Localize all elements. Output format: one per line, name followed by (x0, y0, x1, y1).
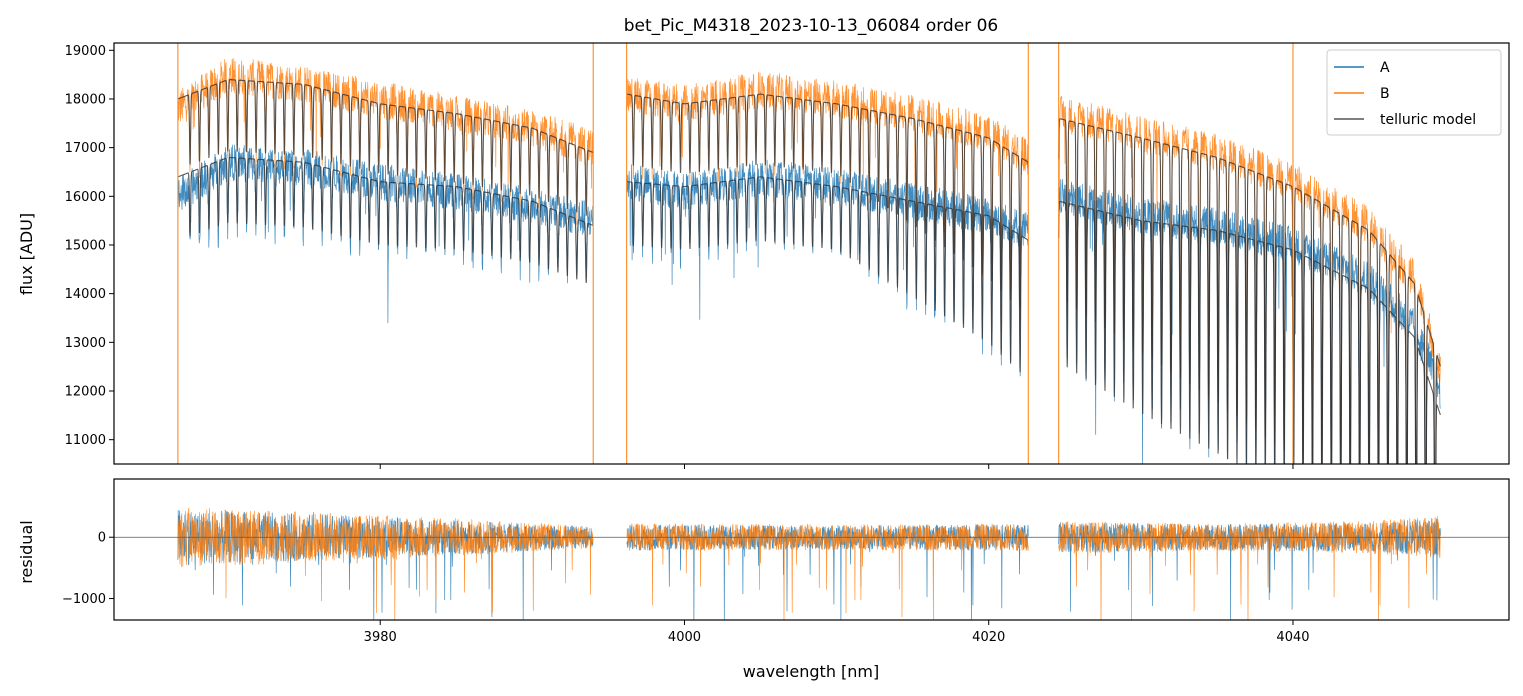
flux-series-a-segment-2 (1058, 178, 1441, 464)
flux-series-telluric-model-segment-1 (626, 176, 1029, 373)
legend-label-telluric: telluric model (1380, 112, 1476, 128)
residual-series-b-segment-1 (626, 523, 1029, 620)
flux-series-telluric-model-b-segment-2 (1058, 118, 1441, 464)
residual-y-tick-label: 0 (98, 531, 106, 546)
flux-series-a-segment-1 (626, 159, 1029, 377)
residual-x-ticks: 3980 4000 4020 4040 (364, 620, 1310, 645)
flux-y-tick-label: 12000 (65, 384, 106, 399)
flux-y-tick-label: 18000 (65, 92, 106, 107)
flux-y-tick-label: 15000 (65, 238, 106, 253)
x-tick-label: 4040 (1276, 630, 1309, 645)
flux-series-telluric-model-segment-2 (1058, 200, 1441, 464)
flux-series-telluric-model-segment-0 (177, 156, 594, 283)
flux-y-tick-label: 11000 (65, 433, 106, 448)
legend-label-b: B (1380, 86, 1390, 102)
x-axis-label: wavelength [nm] (743, 662, 880, 681)
flux-y-tick-label: 17000 (65, 141, 106, 156)
x-tick-label: 3980 (364, 630, 397, 645)
flux-x-ticks (379, 464, 1294, 469)
residual-y-tick-label: −1000 (62, 592, 106, 607)
flux-y-ticks: 11000 12000 13000 14000 15000 16000 17000 18000… (65, 44, 114, 448)
flux-series-b-segment-1 (626, 72, 1029, 321)
legend-label-a: A (1380, 60, 1390, 76)
flux-series-group (177, 43, 1441, 464)
legend: A B telluric model (1326, 49, 1502, 136)
x-tick-label: 4000 (668, 630, 701, 645)
flux-series-b-segment-2 (1058, 96, 1441, 464)
flux-y-tick-label: 16000 (65, 190, 106, 205)
flux-axes-frame (113, 42, 1510, 465)
residual-series-b-segment-0 (177, 507, 594, 620)
flux-series-telluric-model-b-segment-0 (177, 79, 594, 216)
flux-series-telluric-model-b-segment-1 (626, 93, 1029, 309)
flux-y-tick-label: 14000 (65, 287, 106, 302)
chart-title: bet_Pic_M4318_2023-10-13_06084 order 06 (624, 16, 998, 36)
legend-frame (1326, 49, 1502, 136)
residual-series-group (114, 507, 1509, 620)
x-tick-label: 4020 (972, 630, 1005, 645)
flux-y-tick-label: 19000 (65, 44, 106, 59)
residual-panel: −1000 0 3980 4000 4020 4040 residual wavelen… (17, 478, 1510, 681)
flux-y-tick-label: 13000 (65, 336, 106, 351)
flux-panel: 11000 12000 13000 14000 15000 16000 17000 18000… (17, 42, 1510, 469)
flux-y-label: flux [ADU] (17, 213, 36, 295)
residual-y-ticks: −1000 0 (62, 531, 114, 607)
residual-y-label: residual (17, 520, 36, 583)
residual-axes-frame (113, 478, 1510, 621)
